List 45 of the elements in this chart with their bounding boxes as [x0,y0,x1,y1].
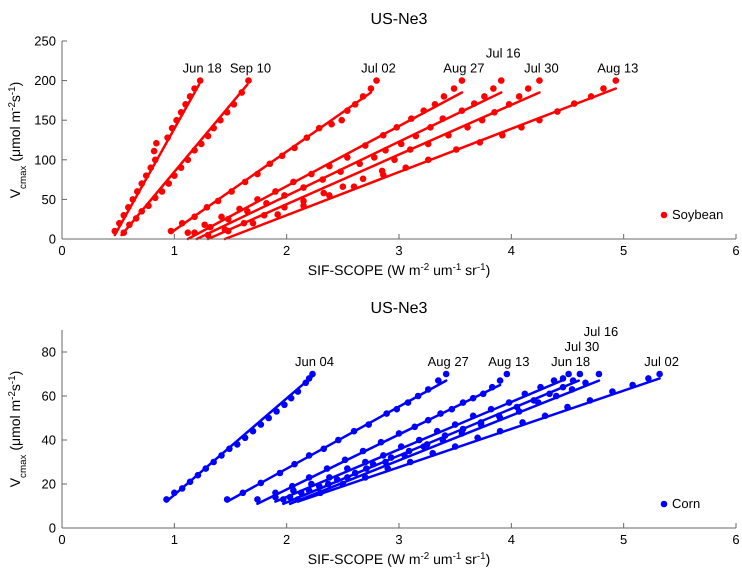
x-tick-label: 4 [508,532,515,547]
y-tick-label: 80 [42,344,56,360]
annotation: Jun 04 [294,354,334,369]
x-axis-title: SIF-SCOPE (W m$^{-2}$ um$^{-1}$ sr$^{-1}$) [308,262,490,278]
annotation: Aug 27 [443,60,485,76]
annotation: Jul 30 [524,60,559,76]
y-tick-label: 20 [42,476,56,492]
x-tick-label: 2 [283,243,290,258]
x-axis-title: SIF-SCOPE (W m$^{-2}$ um$^{-1}$ sr$^{-1}$) [308,550,490,567]
y-tick-label: 0 [48,520,56,536]
y-tick-label: 250 [34,34,56,48]
legend-label: Soybean [672,207,724,222]
x-tick-label: 1 [170,243,178,258]
annotation: Jun 18 [182,60,222,76]
annotation: Aug 13 [597,60,638,76]
x-tick-label: 3 [395,532,403,547]
x-tick-label: 6 [732,532,740,547]
annotation: Sep 10 [230,60,272,76]
legend-label: Corn [672,496,700,511]
annotation: Jun 18 [551,354,590,369]
annotation: Aug 13 [488,354,530,369]
annotation: Jul 16 [584,324,618,339]
y-tick-label: 100 [34,152,56,168]
x-tick-label: 3 [395,243,403,258]
y-tick-label: 150 [34,112,56,128]
x-tick-label: 1 [170,532,178,547]
annotation: Aug 27 [428,354,469,369]
x-tick-label: 5 [620,532,628,547]
x-tick-label: 2 [283,532,290,547]
x-tick-label: 6 [732,243,740,258]
chart-title: US-Ne3 [370,11,428,28]
x-tick-label: 5 [620,243,628,258]
y-tick-label: 50 [42,192,56,207]
annotation: Jul 16 [486,46,521,61]
annotation: Jul 02 [644,354,679,369]
y-tick-label: 200 [34,73,56,88]
chart-title: US-Ne3 [370,300,428,317]
annotation: Jul 30 [564,339,600,354]
x-tick-label: 0 [58,243,66,258]
y-tick-label: 40 [42,432,56,448]
x-tick-label: 0 [58,532,66,547]
y-tick-label: 60 [42,388,56,404]
y-tick-label: 0 [48,232,56,246]
annotation: Jul 02 [361,60,396,76]
x-tick-label: 4 [508,243,515,258]
